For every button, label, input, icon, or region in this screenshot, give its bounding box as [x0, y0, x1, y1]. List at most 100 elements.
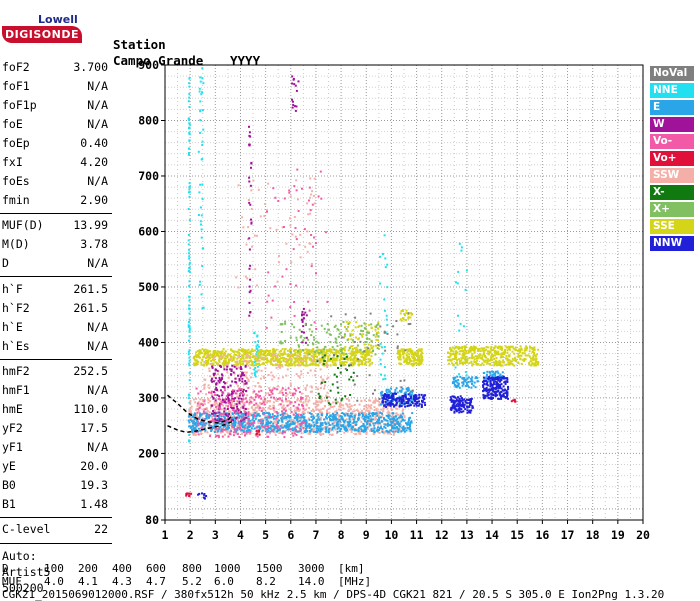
echo-point [218, 356, 220, 358]
echo-point [288, 427, 290, 429]
echo-point [460, 350, 462, 352]
echo-point [255, 376, 257, 378]
echo-point [188, 285, 190, 287]
echo-point [324, 360, 326, 362]
echo-point [204, 419, 206, 421]
echo-point [273, 360, 275, 362]
echo-point [212, 356, 214, 358]
echo-point [217, 428, 219, 430]
echo-point [306, 337, 308, 339]
echo-point [476, 380, 478, 382]
echo-point [406, 429, 408, 431]
echo-point [301, 432, 303, 434]
echo-point [402, 350, 404, 352]
echo-point [530, 360, 532, 362]
echo-point [471, 365, 473, 367]
echo-point [292, 355, 294, 357]
echo-point [232, 425, 234, 427]
echo-point [358, 418, 360, 420]
echo-point [456, 361, 458, 363]
echo-point [268, 354, 270, 356]
echo-point [213, 391, 215, 393]
echo-point [397, 401, 399, 403]
echo-point [212, 367, 214, 369]
echo-point [328, 431, 330, 433]
echo-point [201, 427, 203, 429]
echo-point [328, 422, 330, 424]
echo-point [243, 417, 245, 419]
echo-point [233, 351, 235, 353]
echo-point [267, 392, 269, 394]
echo-point [230, 348, 232, 350]
echo-point [189, 140, 191, 142]
series-vo [185, 399, 516, 497]
echo-point [406, 388, 408, 390]
echo-point [236, 361, 238, 363]
echo-point [258, 431, 260, 433]
echo-point [227, 408, 229, 410]
echo-point [225, 360, 227, 362]
echo-point [256, 426, 258, 428]
echo-point [230, 373, 232, 375]
echo-point [370, 355, 372, 357]
echo-point [537, 361, 539, 363]
echo-point [231, 418, 233, 420]
echo-point [209, 354, 211, 356]
echo-point [485, 377, 487, 379]
echo-point [207, 417, 209, 419]
echo-point [223, 355, 225, 357]
echo-point [201, 184, 203, 186]
echo-point [278, 364, 280, 366]
echo-point [419, 359, 421, 361]
echo-point [312, 409, 314, 411]
echo-point [264, 417, 266, 419]
echo-point [402, 427, 404, 429]
echo-point [275, 364, 277, 366]
x-tick-label: 16 [535, 528, 549, 542]
echo-point [269, 408, 271, 410]
param-name: foEp [2, 134, 30, 153]
echo-point [473, 356, 475, 358]
echo-point [255, 371, 257, 373]
echo-point [209, 422, 211, 424]
echo-point [213, 356, 215, 358]
echo-point [416, 353, 418, 355]
echo-point [202, 399, 204, 401]
echo-point [414, 359, 416, 361]
echo-point [326, 392, 328, 394]
echo-point [528, 362, 530, 364]
echo-point [306, 384, 308, 386]
echo-point [332, 352, 334, 354]
echo-point [206, 355, 208, 357]
echo-point [246, 401, 248, 403]
echo-point [284, 425, 286, 427]
echo-point [314, 361, 316, 363]
echo-point [306, 426, 308, 428]
echo-point [324, 357, 326, 359]
echo-point [238, 401, 240, 403]
echo-point [384, 406, 386, 408]
echo-point [201, 293, 203, 295]
echo-point [528, 354, 530, 356]
echo-point [256, 433, 258, 435]
echo-point [269, 415, 271, 417]
echo-point [205, 415, 207, 417]
echo-point [474, 349, 476, 351]
echo-point [240, 430, 242, 432]
echo-point [329, 359, 331, 361]
echo-point [334, 429, 336, 431]
echo-point [368, 416, 370, 418]
echo-point [196, 419, 198, 421]
echo-point [285, 395, 287, 397]
echo-point [245, 414, 247, 416]
echo-point [324, 364, 326, 366]
echo-point [212, 365, 214, 367]
echo-point [190, 419, 192, 421]
echo-point [194, 429, 196, 431]
echo-point [248, 403, 250, 405]
echo-point [216, 435, 218, 437]
echo-point [204, 427, 206, 429]
echo-point [483, 347, 485, 349]
echo-point [356, 351, 358, 353]
echo-point [188, 326, 190, 328]
